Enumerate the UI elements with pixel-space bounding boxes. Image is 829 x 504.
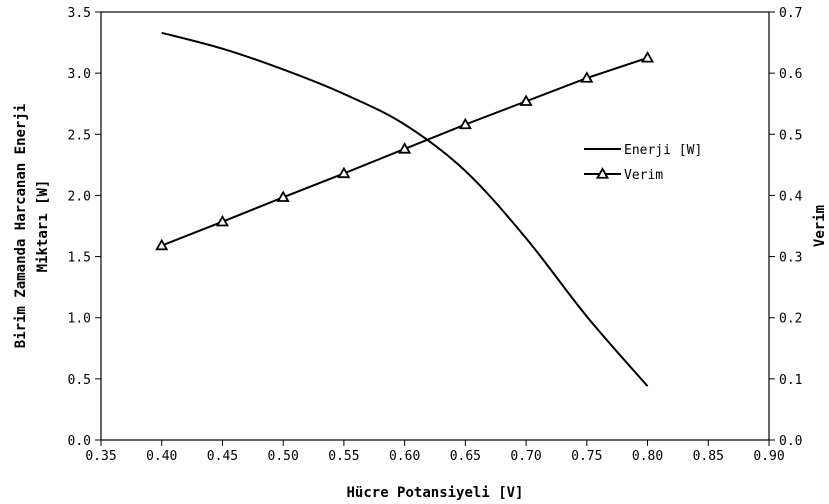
legend-label-verim: Verim xyxy=(624,168,663,183)
x-tick-label: 0.65 xyxy=(450,449,481,464)
y-left-axis-title-line1: Birim Zamanda Harcanan Enerji xyxy=(13,104,29,348)
series-layer xyxy=(155,31,655,387)
x-tick-label: 0.40 xyxy=(146,449,177,464)
data-point-verim xyxy=(640,51,655,63)
data-point-verim xyxy=(519,94,533,106)
x-tick-label: 0.80 xyxy=(632,449,663,464)
plot-area xyxy=(100,11,770,441)
data-point-verim xyxy=(580,71,594,83)
x-tick-label: 0.90 xyxy=(753,449,784,464)
y-left-tick-label: 3.5 xyxy=(68,6,91,21)
data-point-verim xyxy=(276,190,290,202)
legend-marker-verim xyxy=(595,167,610,179)
x-tick-label: 0.55 xyxy=(328,449,359,464)
x-tick-label: 0.60 xyxy=(389,449,420,464)
y-right-tick-label: 0.6 xyxy=(779,67,802,82)
y-left-tick-label: 0.5 xyxy=(68,373,91,388)
y-left-axis-title-line2: Miktarı [W] xyxy=(35,180,51,273)
x-tick-label: 0.35 xyxy=(85,449,116,464)
data-point-verim xyxy=(458,117,472,130)
x-axis-title: Hücre Potansiyeli [V] xyxy=(346,485,523,501)
y-right-tick-label: 0.4 xyxy=(779,189,803,204)
y-left-tick-label: 1.0 xyxy=(68,312,91,327)
y-right-tick-label: 0.0 xyxy=(779,434,802,449)
y-left-tick-label: 2.0 xyxy=(68,189,91,204)
x-tick-label: 0.70 xyxy=(510,449,541,464)
data-point-verim xyxy=(337,166,351,179)
y-right-axis-title: Verim xyxy=(812,205,828,247)
legend: Enerji [W] Verim xyxy=(584,143,702,183)
x-axis-ticks: 0.35 0.40 0.45 0.50 0.55 0.60 0.65 0.70 0.75 0.80… xyxy=(85,440,785,464)
y-right-axis-ticks: 0.0 0.1 0.2 0.3 0.4 0.5 0.6 0.7 xyxy=(769,6,803,449)
y-left-tick-label: 2.5 xyxy=(68,128,91,143)
x-tick-label: 0.45 xyxy=(207,449,238,464)
data-point-verim xyxy=(215,214,230,227)
y-right-tick-label: 0.2 xyxy=(779,312,802,327)
y-left-axis-ticks: 0.0 0.5 1.0 1.5 2.0 2.5 3.0 3.5 xyxy=(68,6,101,449)
y-left-tick-label: 1.5 xyxy=(68,251,91,266)
y-left-tick-label: 0.0 xyxy=(68,434,91,449)
data-point-verim xyxy=(398,142,412,154)
y-right-tick-label: 0.5 xyxy=(779,128,802,143)
legend-label-enerji-w: Enerji [W] xyxy=(624,143,702,158)
data-point-verim xyxy=(155,238,169,251)
y-right-tick-label: 0.3 xyxy=(779,251,802,266)
series-line-enerji-w xyxy=(161,31,649,387)
y-left-tick-label: 3.0 xyxy=(68,67,91,82)
x-tick-label: 0.50 xyxy=(268,449,299,464)
y-right-tick-label: 0.7 xyxy=(779,6,802,21)
x-tick-label: 0.75 xyxy=(571,449,602,464)
x-tick-label: 0.85 xyxy=(693,449,724,464)
y-right-tick-label: 0.1 xyxy=(779,373,802,388)
